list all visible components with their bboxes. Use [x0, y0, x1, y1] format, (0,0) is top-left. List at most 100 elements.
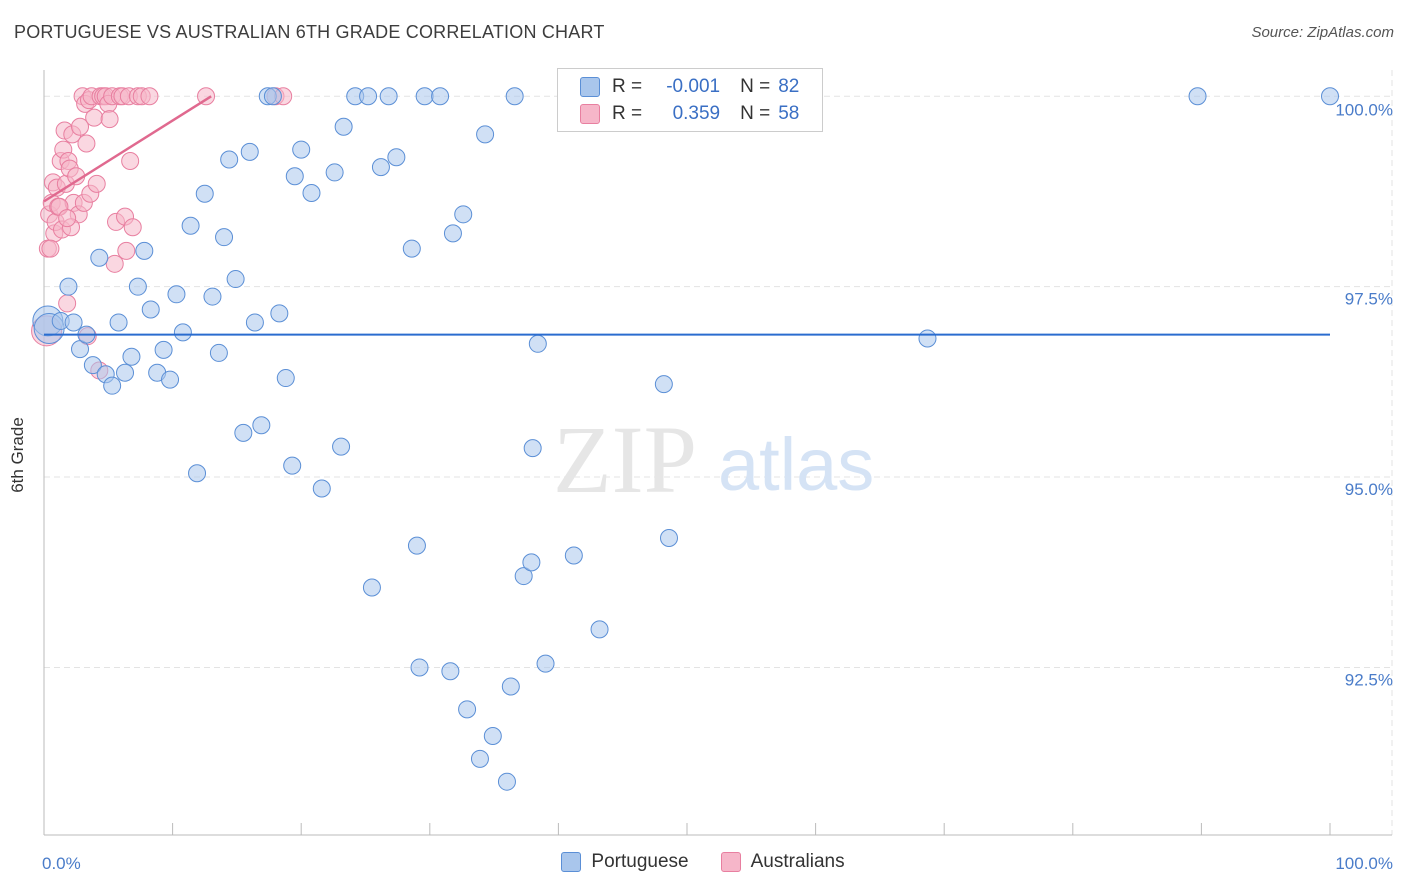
portuguese-point-71 [536, 654, 555, 673]
portuguese-point-38 [283, 456, 302, 475]
portuguese-point-70 [528, 334, 547, 353]
portuguese-point-76 [659, 528, 678, 547]
portuguese-point-4 [64, 313, 83, 332]
legend-item-portuguese[interactable]: Portuguese [561, 851, 689, 873]
portuguese-point-45 [334, 117, 353, 136]
portuguese-point-72 [564, 546, 583, 565]
portuguese-point-55 [415, 87, 434, 106]
portuguese-n-label: N = [740, 76, 771, 97]
australians-point-57 [58, 209, 77, 228]
legend-item-australians[interactable]: Australians [720, 851, 845, 873]
australians-legend-label: Australians [750, 851, 845, 872]
portuguese-point-44 [332, 437, 351, 456]
portuguese-point-51 [387, 148, 406, 167]
portuguese-n-value: 82 [778, 76, 800, 97]
tick-labels: 100.0% 97.5% 95.0% 92.5% 0.0% 100.0% [42, 100, 1393, 873]
portuguese-point-79 [1188, 87, 1207, 106]
australians-point-14 [58, 294, 77, 313]
portuguese-point-67 [514, 567, 533, 586]
portuguese-point-43 [325, 163, 344, 182]
portuguese-point-35 [263, 87, 282, 106]
trend-lines [43, 95, 1330, 336]
portuguese-point-15 [135, 241, 154, 260]
portuguese-point-24 [195, 184, 214, 203]
portuguese-point-30 [234, 423, 253, 442]
portuguese-point-68 [522, 553, 541, 572]
portuguese-point-10 [103, 376, 122, 395]
portuguese-point-48 [362, 578, 381, 597]
portuguese-point-75 [654, 375, 673, 394]
portuguese-point-39 [285, 167, 304, 186]
portuguese-point-12 [116, 363, 135, 382]
australians-point-56 [41, 239, 60, 258]
watermark: ZIP atlas [553, 406, 874, 513]
portuguese-point-3 [59, 277, 78, 296]
australians-point-51 [197, 87, 216, 106]
portuguese-point-20 [167, 285, 186, 304]
portuguese-point-7 [83, 356, 102, 375]
portuguese-r-label: R = [612, 76, 643, 97]
australians-point-25 [77, 134, 96, 153]
portuguese-point-50 [379, 87, 398, 106]
australians-point-44 [117, 241, 136, 260]
australians-n-label: N = [740, 103, 771, 124]
y-tick-label-1: 97.5% [1345, 290, 1393, 309]
portuguese-swatch [580, 77, 600, 97]
portuguese-point-16 [141, 300, 160, 319]
portuguese-point-47 [359, 87, 378, 106]
series-legend: Portuguese Australians [0, 851, 1406, 873]
portuguese-point-62 [476, 125, 495, 144]
portuguese-point-33 [252, 416, 271, 435]
portuguese-point-29 [226, 270, 245, 289]
portuguese-point-19 [161, 370, 180, 389]
portuguese-point-13 [122, 347, 141, 366]
portuguese-point-61 [470, 749, 489, 768]
x-tick-label-0: 0.0% [42, 854, 81, 873]
portuguese-point-31 [240, 142, 259, 161]
portuguese-point-58 [443, 224, 462, 243]
portuguese-point-40 [292, 140, 311, 159]
watermark-atlas: atlas [718, 423, 874, 506]
australians-point-31 [87, 174, 106, 193]
axes [43, 70, 1392, 836]
australians-point-39 [105, 254, 124, 273]
portuguese-point-52 [402, 239, 421, 258]
portuguese-point-63 [483, 726, 502, 745]
portuguese-point-57 [441, 662, 460, 681]
portuguese-point-56 [431, 87, 450, 106]
portuguese-point-23 [188, 464, 207, 483]
portuguese-point-36 [270, 304, 289, 323]
portuguese-point-78 [918, 329, 937, 348]
portuguese-point-54 [410, 658, 429, 677]
australians-swatch [580, 104, 600, 124]
portuguese-point-27 [215, 228, 234, 247]
stats-legend: R = -0.001 N = 82 R = 0.359 N = 58 [557, 68, 823, 132]
portuguese-point-8 [90, 248, 109, 267]
watermark-zip: ZIP [553, 406, 697, 513]
portuguese-point-49 [371, 158, 390, 177]
australians-n-value: 58 [778, 103, 800, 124]
portuguese-point-69 [523, 439, 542, 458]
portuguese-point-66 [505, 87, 524, 106]
portuguese-point-42 [312, 479, 331, 498]
australians-point-47 [123, 218, 142, 237]
chart-title: PORTUGUESE VS AUSTRALIAN 6TH GRADE CORRE… [14, 22, 605, 42]
portuguese-point-65 [501, 677, 520, 696]
legend-row-portuguese: R = -0.001 N = 82 [580, 74, 799, 100]
australians-point-37 [100, 110, 119, 129]
portuguese-point-14 [128, 277, 147, 296]
portuguese-point-37 [276, 369, 295, 388]
source-label: Source: ZipAtlas.com [1251, 24, 1394, 41]
y-tick-label-2: 95.0% [1345, 480, 1393, 499]
x-tick-label-1: 100.0% [1335, 854, 1393, 873]
australians-legend-swatch [720, 852, 741, 872]
australians-point-30 [85, 108, 104, 127]
portuguese-legend-swatch [561, 852, 582, 872]
portuguese-point-21 [173, 323, 192, 342]
portuguese-point-28 [220, 150, 239, 169]
australians-point-50 [140, 87, 159, 106]
australians-r-value: 0.359 [672, 103, 721, 124]
portuguese-point-80 [1321, 87, 1339, 106]
portuguese-point-53 [407, 536, 426, 555]
portuguese-point-41 [302, 183, 321, 202]
